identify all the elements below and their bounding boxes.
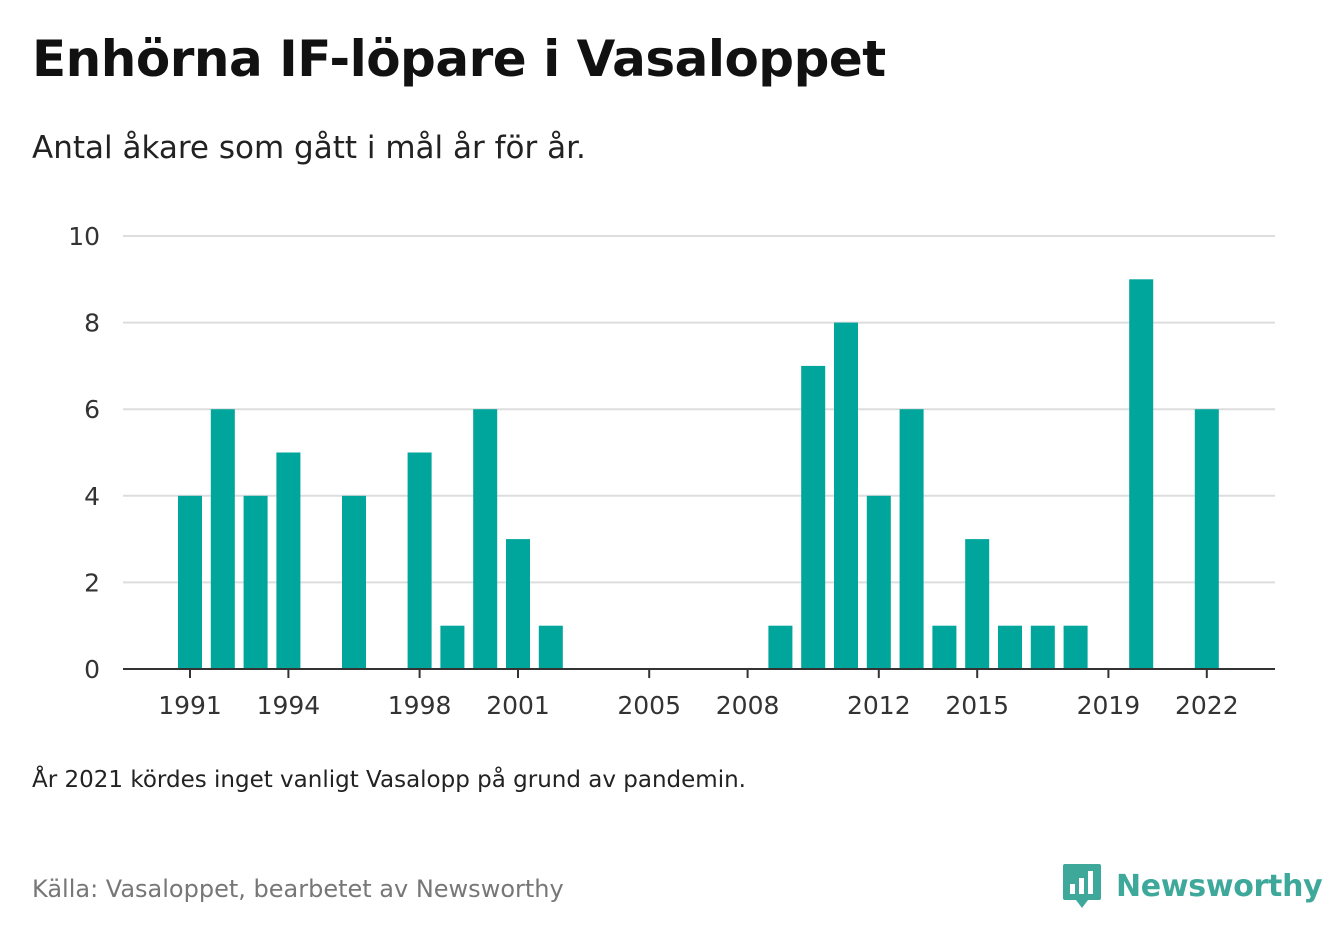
bar-1999 <box>440 625 465 669</box>
brand-logo: Newsworthy <box>1062 862 1323 910</box>
footnote: År 2021 kördes inget vanligt Vasalopp på… <box>32 767 746 793</box>
y-tick-label: 4 <box>84 482 100 511</box>
bar-2017 <box>1030 625 1055 669</box>
brand-name: Newsworthy <box>1116 868 1323 904</box>
bar-chart-speech-bubble-icon <box>1063 864 1101 908</box>
bar-2022 <box>1194 409 1219 669</box>
source-text: Källa: Vasaloppet, bearbetet av Newswort… <box>32 875 564 903</box>
y-tick-label: 6 <box>84 395 100 424</box>
bar-1993 <box>243 495 268 669</box>
bar-2010 <box>801 365 826 669</box>
bar-2002 <box>538 625 563 669</box>
bar-2015 <box>965 539 990 669</box>
x-tick-label: 2001 <box>486 691 550 720</box>
x-tick-label: 2022 <box>1175 691 1239 720</box>
grid-lines <box>123 235 1275 584</box>
y-tick-label: 10 <box>68 222 100 251</box>
bar-2000 <box>473 409 498 669</box>
x-tick-label: 2005 <box>617 691 681 720</box>
bar-2009 <box>768 625 793 669</box>
chart-title: Enhörna IF-löpare i Vasaloppet <box>32 30 886 88</box>
bar-2014 <box>932 625 957 669</box>
x-tick-label: 2015 <box>945 691 1009 720</box>
x-tick-label: 1998 <box>388 691 452 720</box>
bar-2012 <box>866 495 891 669</box>
y-tick-label: 2 <box>84 568 100 597</box>
bar-2018 <box>1063 625 1088 669</box>
bar-1991 <box>178 495 202 669</box>
y-axis-ticks: 0 2 4 6 8 10 <box>68 222 100 684</box>
bar-1994 <box>276 452 301 669</box>
bar-2016 <box>998 625 1022 669</box>
bar-2020 <box>1129 279 1154 669</box>
x-tick-label: 2008 <box>716 691 780 720</box>
y-tick-label: 0 <box>84 655 100 684</box>
bar-chart: 0 2 4 6 8 10 1991 1994 1998 2001 2005 2008 2012 2015… <box>68 222 1275 720</box>
bars <box>178 279 1219 669</box>
x-axis-ticks: 1991 1994 1998 2001 2005 2008 2012 2015 2019 2022 <box>158 669 1239 720</box>
bar-1998 <box>407 452 432 669</box>
x-tick-label: 1994 <box>257 691 321 720</box>
bar-2011 <box>834 322 858 669</box>
bar-2013 <box>899 409 924 669</box>
bar-1996 <box>342 495 366 669</box>
x-tick-label: 2019 <box>1077 691 1141 720</box>
x-tick-label: 2012 <box>847 691 911 720</box>
chart-subtitle: Antal åkare som gått i mål år för år. <box>32 130 586 166</box>
y-tick-label: 8 <box>84 309 100 338</box>
bar-1992 <box>210 409 235 669</box>
bar-2001 <box>506 539 530 669</box>
x-tick-label: 1991 <box>158 691 222 720</box>
